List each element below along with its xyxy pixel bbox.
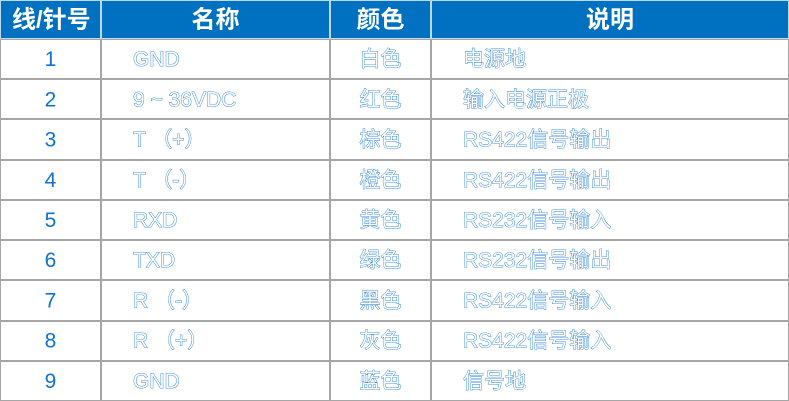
svg-text:TXD: TXD (133, 249, 175, 272)
svg-text:黑色: 黑色 (360, 289, 402, 312)
svg-text:9: 9 (45, 370, 57, 393)
svg-text:RS232信号输入: RS232信号输入 (463, 209, 611, 232)
svg-text:6: 6 (45, 249, 57, 272)
svg-text:R （+）: R （+） (133, 330, 208, 353)
svg-text:4: 4 (45, 169, 57, 192)
svg-text:名称: 名称 (192, 7, 240, 34)
svg-text:3: 3 (45, 129, 57, 152)
svg-text:7: 7 (45, 289, 57, 312)
svg-text:RS422信号输入: RS422信号输入 (463, 289, 611, 312)
svg-text:RXD: RXD (133, 209, 177, 232)
svg-text:GND: GND (133, 370, 180, 393)
svg-text:RS422信号输出: RS422信号输出 (463, 129, 611, 152)
svg-text:9 ~ 36VDC: 9 ~ 36VDC (133, 88, 236, 111)
svg-text:红色: 红色 (360, 88, 402, 111)
svg-text:R （-）: R （-） (133, 289, 203, 312)
svg-text:黄色: 黄色 (360, 209, 402, 232)
svg-text:绿色: 绿色 (360, 249, 402, 272)
svg-text:蓝色: 蓝色 (360, 370, 402, 393)
svg-text:RS422信号输入: RS422信号输入 (463, 330, 611, 353)
svg-text:电源地: 电源地 (463, 48, 526, 71)
svg-text:棕色: 棕色 (360, 129, 402, 152)
svg-text:5: 5 (45, 209, 57, 232)
svg-text:颜色: 颜色 (357, 7, 405, 34)
svg-text:1: 1 (45, 48, 57, 71)
svg-text:线/针号: 线/针号 (12, 7, 91, 34)
svg-text:信号地: 信号地 (463, 370, 526, 393)
svg-text:T （+）: T （+） (133, 129, 206, 152)
svg-text:RS422信号输出: RS422信号输出 (463, 169, 611, 192)
svg-text:RS232信号输出: RS232信号输出 (463, 249, 611, 272)
svg-text:灰色: 灰色 (360, 330, 402, 353)
svg-text:白色: 白色 (360, 48, 402, 71)
svg-text:输入电源正极: 输入电源正极 (463, 88, 589, 111)
svg-text:2: 2 (45, 88, 57, 111)
svg-text:橙色: 橙色 (360, 169, 402, 192)
svg-text:8: 8 (45, 330, 57, 353)
svg-text:T （-）: T （-） (133, 169, 200, 192)
svg-text:GND: GND (133, 48, 180, 71)
svg-text:说明: 说明 (586, 7, 634, 34)
